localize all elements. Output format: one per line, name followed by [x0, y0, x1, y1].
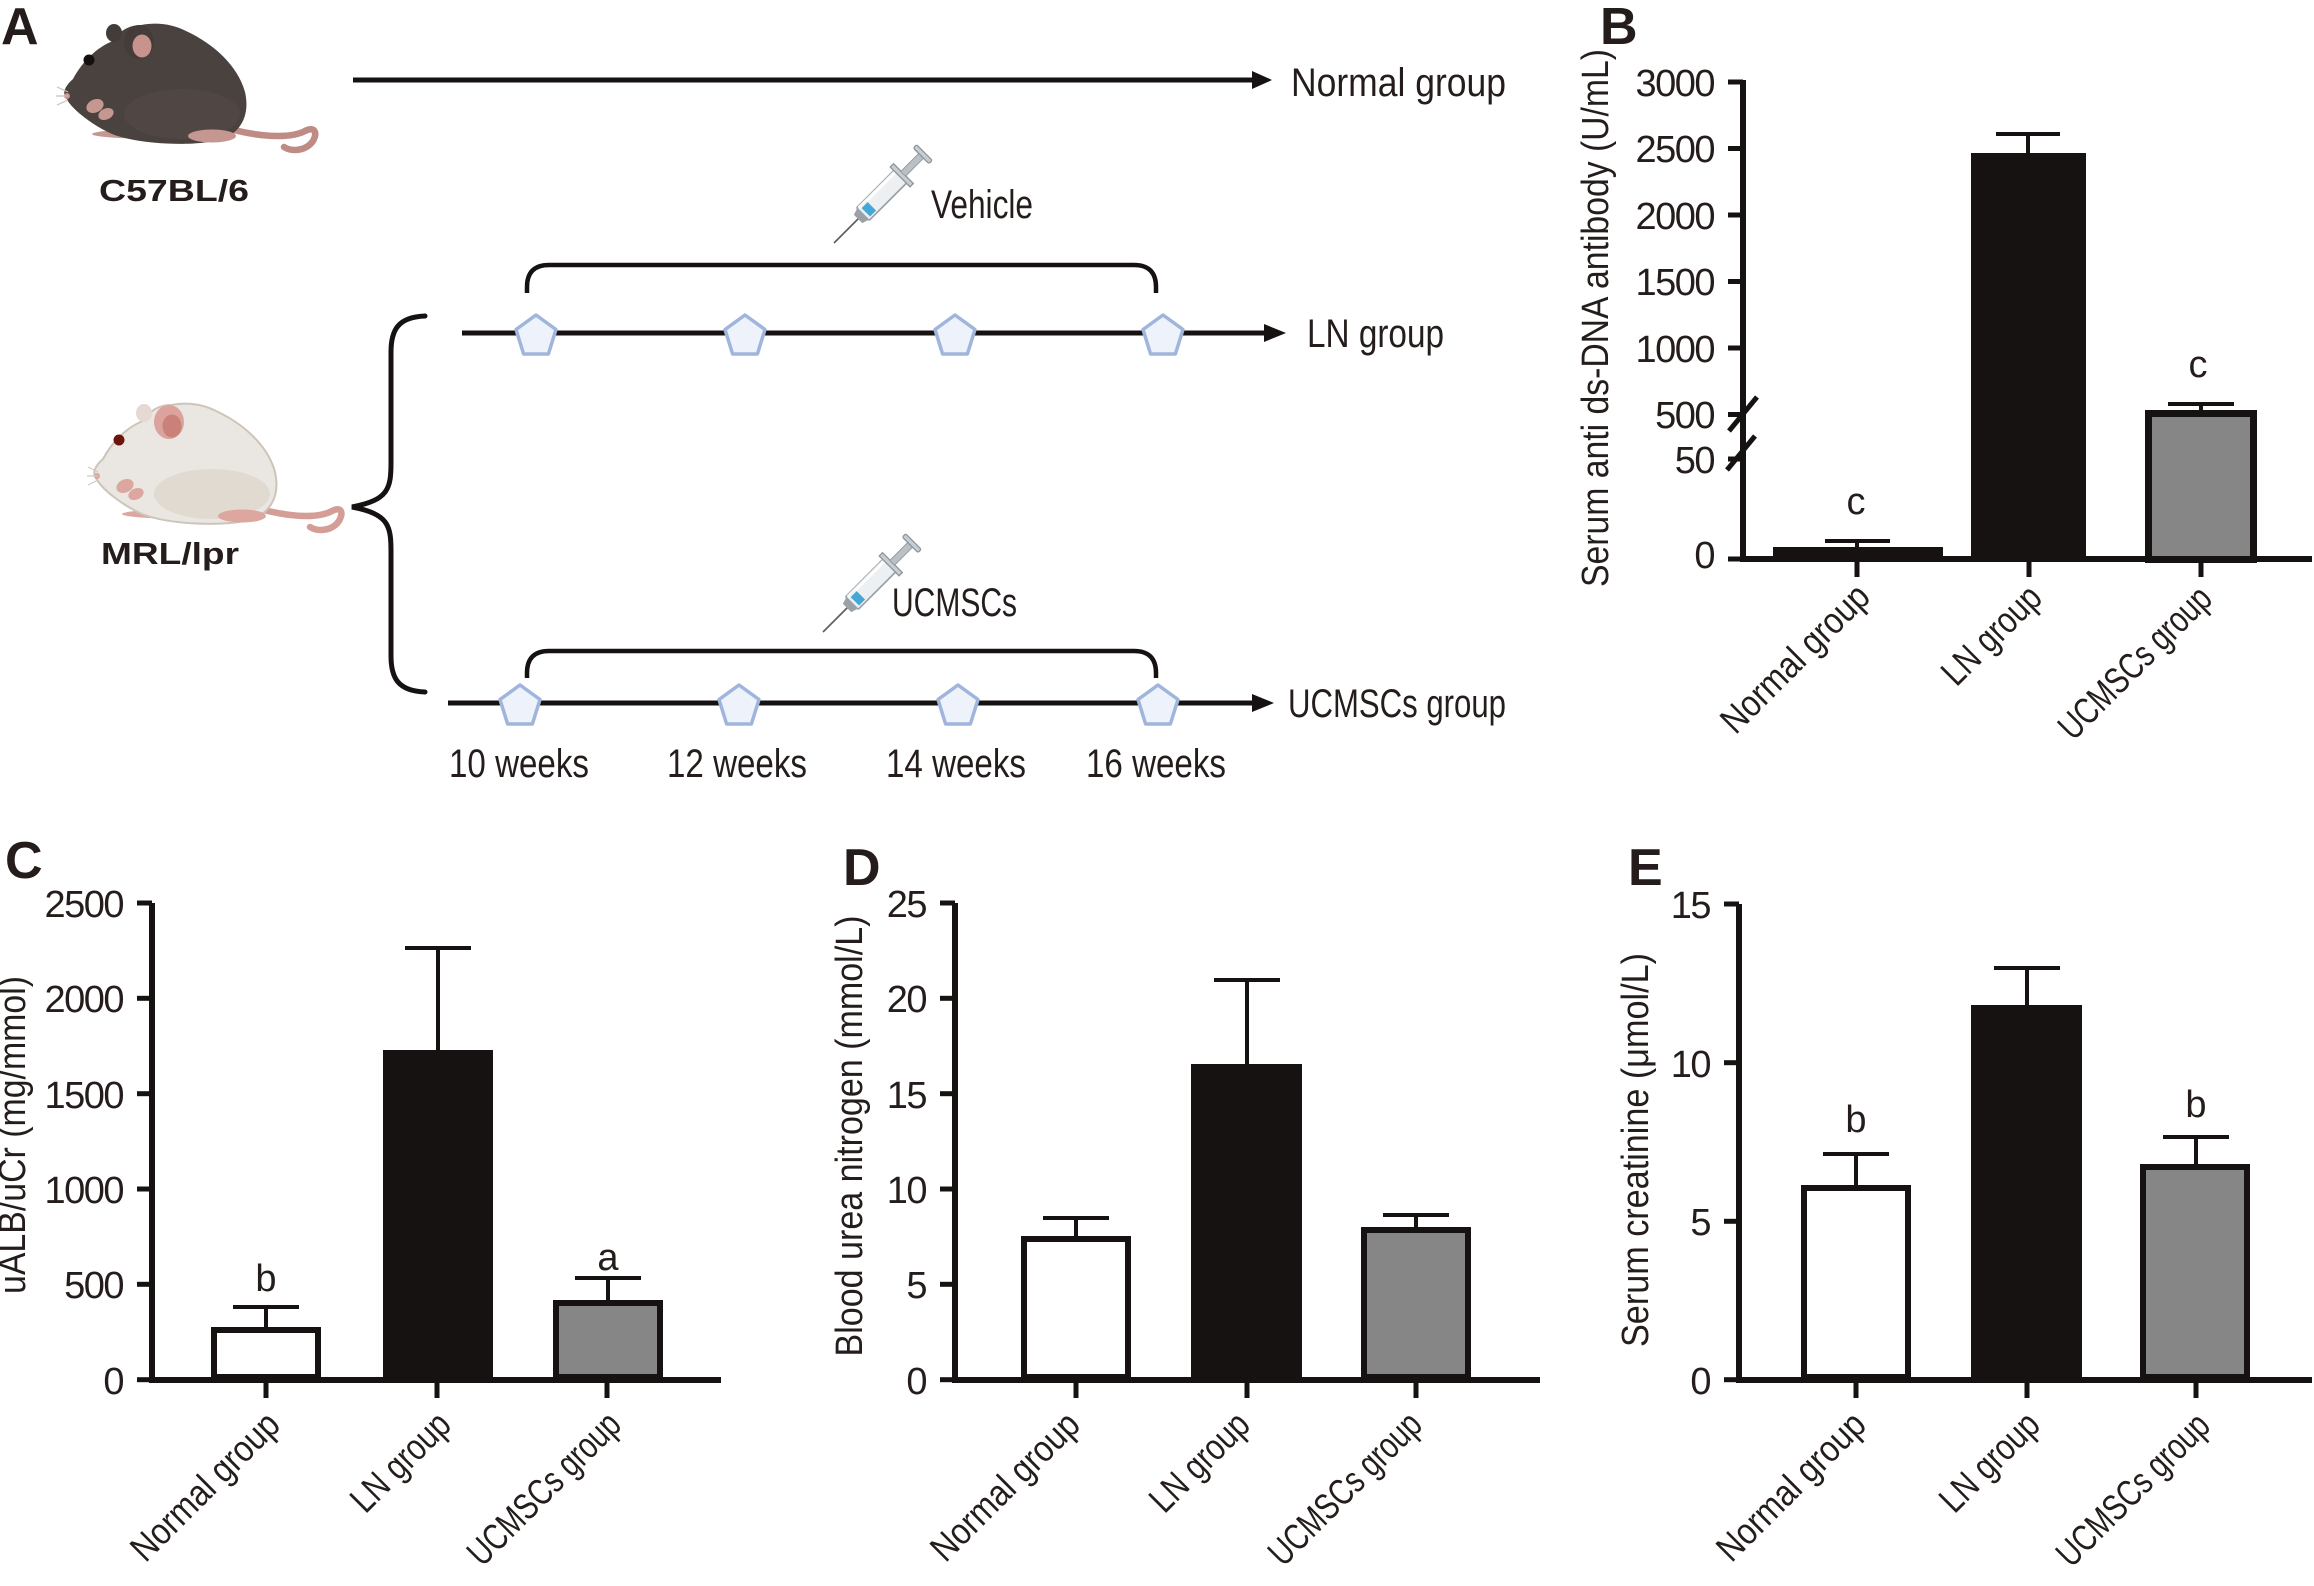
svg-text:UCMSCs: UCMSCs — [892, 581, 1017, 625]
svg-text:10: 10 — [887, 1170, 927, 1212]
svg-text:0: 0 — [103, 1361, 123, 1403]
svg-text:2500: 2500 — [44, 884, 123, 926]
svg-text:E: E — [1628, 839, 1663, 897]
svg-text:C: C — [5, 832, 43, 890]
svg-text:1500: 1500 — [44, 1075, 123, 1117]
svg-text:b: b — [1845, 1099, 1866, 1141]
svg-text:1000: 1000 — [44, 1170, 123, 1212]
svg-text:0: 0 — [1694, 535, 1714, 577]
svg-text:A: A — [1, 0, 39, 56]
svg-text:Serum anti ds-DNA antibody (U/: Serum anti ds-DNA antibody (U/mL) — [1575, 49, 1617, 587]
svg-text:20: 20 — [887, 979, 927, 1021]
svg-text:1500: 1500 — [1635, 262, 1714, 304]
svg-text:1000: 1000 — [1635, 329, 1714, 371]
svg-text:LN group: LN group — [1307, 312, 1444, 356]
svg-text:C57BL/6: C57BL/6 — [99, 173, 249, 208]
svg-text:2000: 2000 — [1635, 196, 1714, 238]
svg-text:50: 50 — [1675, 440, 1715, 482]
svg-text:Vehicle: Vehicle — [931, 183, 1033, 227]
svg-text:14 weeks: 14 weeks — [886, 742, 1026, 786]
svg-text:500: 500 — [1655, 395, 1714, 437]
svg-text:c: c — [2189, 344, 2208, 386]
svg-text:5: 5 — [1690, 1202, 1710, 1244]
svg-text:2500: 2500 — [1635, 129, 1714, 171]
svg-text:15: 15 — [1671, 885, 1711, 927]
svg-text:B: B — [1600, 0, 1638, 56]
svg-text:0: 0 — [1690, 1361, 1710, 1403]
svg-text:Serum creatinine (μmol/L): Serum creatinine (μmol/L) — [1615, 953, 1657, 1347]
svg-text:16 weeks: 16 weeks — [1086, 742, 1226, 786]
svg-text:Normal group: Normal group — [1291, 61, 1506, 105]
svg-text:12 weeks: 12 weeks — [667, 742, 807, 786]
svg-text:3000: 3000 — [1635, 63, 1714, 105]
svg-text:D: D — [843, 839, 881, 897]
svg-text:0: 0 — [906, 1361, 926, 1403]
svg-text:Blood urea nitrogen (mmol/L): Blood urea nitrogen (mmol/L) — [829, 916, 871, 1357]
svg-text:10 weeks: 10 weeks — [449, 742, 589, 786]
svg-text:2000: 2000 — [44, 979, 123, 1021]
svg-text:25: 25 — [887, 884, 927, 926]
svg-text:uALB/uCr (mg/mmol): uALB/uCr (mg/mmol) — [0, 976, 34, 1294]
svg-text:b: b — [255, 1258, 276, 1300]
svg-text:b: b — [2185, 1084, 2206, 1126]
svg-text:UCMSCs group: UCMSCs group — [1288, 682, 1506, 726]
svg-text:5: 5 — [906, 1265, 926, 1307]
svg-text:10: 10 — [1671, 1044, 1711, 1086]
svg-text:15: 15 — [887, 1075, 927, 1117]
svg-text:a: a — [597, 1237, 619, 1279]
svg-text:c: c — [1847, 481, 1866, 523]
svg-text:500: 500 — [64, 1265, 123, 1307]
svg-text:MRL/lpr: MRL/lpr — [101, 536, 239, 571]
